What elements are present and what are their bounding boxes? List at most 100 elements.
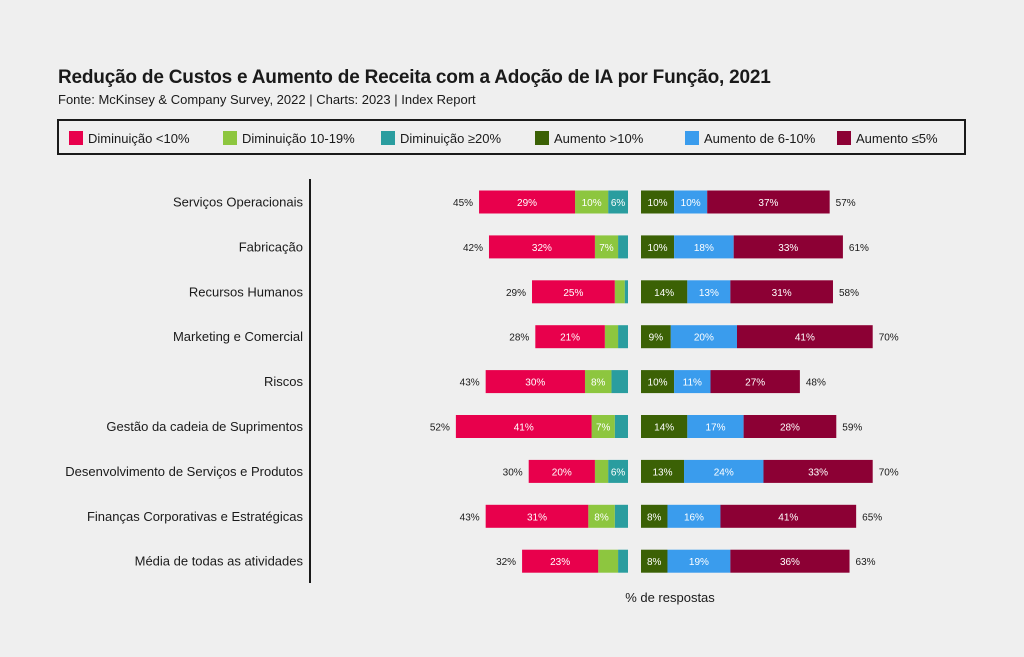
decrease-total-label: 43% <box>460 378 480 389</box>
decrease-total-label: 32% <box>496 557 516 568</box>
bar-value-label: 36% <box>780 557 800 568</box>
bar-aumento-6-10 <box>674 370 711 394</box>
legend-item-aumento-menor-5: Aumento ≤5% <box>837 130 938 146</box>
bar-value-label: 41% <box>795 333 815 344</box>
bar-diminuicao-maior-20 <box>618 325 628 349</box>
bar-diminuicao-menor-10 <box>522 549 599 573</box>
legend-item-diminuicao-menor-10: Diminuição <10% <box>69 130 190 146</box>
decrease-total-label: 30% <box>503 467 523 478</box>
bar-aumento-maior-10 <box>641 549 668 573</box>
bar-aumento-maior-10 <box>641 504 668 528</box>
bar-aumento-6-10 <box>674 235 734 259</box>
bar-value-label: 10% <box>582 198 602 209</box>
increase-total-label: 63% <box>856 557 876 568</box>
bar-diminuicao-maior-20 <box>611 370 628 394</box>
category-label: Recursos Humanos <box>189 284 304 299</box>
bar-value-label: 10% <box>681 198 701 209</box>
bar-aumento-6-10 <box>687 415 744 438</box>
decrease-total-label: 29% <box>506 288 526 299</box>
legend-item-aumento-6-10: Aumento de 6-10% <box>685 130 815 146</box>
legend-swatch <box>223 131 237 145</box>
bar-diminuicao-10-19 <box>584 370 612 394</box>
legend-label: Aumento ≤5% <box>856 130 938 146</box>
bar-value-label: 21% <box>560 333 580 344</box>
bar-value-label: 29% <box>517 198 537 209</box>
bar-aumento-maior-10 <box>641 325 671 349</box>
bar-diminuicao-maior-20 <box>624 280 628 304</box>
bar-value-label: 10% <box>648 378 668 389</box>
bar-value-label: 14% <box>654 288 674 299</box>
bar-diminuicao-10-19 <box>588 504 615 528</box>
bar-aumento-menor-5 <box>736 325 873 349</box>
increase-total-label: 57% <box>836 198 856 209</box>
increase-total-label: 61% <box>849 243 869 254</box>
bar-aumento-menor-5 <box>733 235 843 259</box>
bar-diminuicao-10-19 <box>575 190 609 214</box>
bar-diminuicao-maior-20 <box>614 415 628 438</box>
increase-total-label: 70% <box>879 333 899 344</box>
bar-value-label: 41% <box>514 423 534 434</box>
bar-aumento-6-10 <box>687 280 731 304</box>
bar-value-label: 25% <box>563 288 583 299</box>
x-axis-label: % de respostas <box>625 590 715 605</box>
bar-aumento-menor-5 <box>710 370 800 394</box>
bar-diminuicao-menor-10 <box>535 325 605 349</box>
category-label: Gestão da cadeia de Suprimentos <box>106 419 303 434</box>
bar-aumento-6-10 <box>684 459 764 483</box>
chart-title: Redução de Custos e Aumento de Receita c… <box>58 67 771 88</box>
bar-value-label: 33% <box>778 243 798 254</box>
bar-aumento-maior-10 <box>641 459 685 483</box>
legend-label: Diminuição <10% <box>88 130 190 146</box>
legend: Diminuição <10% Diminuição 10-19% Diminu… <box>57 119 966 155</box>
decrease-total-label: 45% <box>453 198 473 209</box>
legend-label: Diminuição ≥20% <box>400 130 502 146</box>
bar-value-label: 23% <box>550 557 570 568</box>
bar-aumento-6-10 <box>667 504 721 528</box>
bar-diminuicao-maior-20 <box>618 549 628 573</box>
decrease-total-label: 52% <box>430 423 450 434</box>
bar-value-label: 8% <box>647 557 662 568</box>
bar-value-label: 31% <box>772 288 792 299</box>
bar-aumento-menor-5 <box>720 504 857 528</box>
legend-swatch <box>685 131 699 145</box>
bar-aumento-menor-5 <box>763 459 873 483</box>
decrease-total-label: 28% <box>509 333 529 344</box>
increase-total-label: 58% <box>839 288 859 299</box>
bar-aumento-menor-5 <box>707 190 830 214</box>
increase-total-label: 70% <box>879 467 899 478</box>
category-label: Marketing e Comercial <box>173 329 303 344</box>
bar-diminuicao-10-19 <box>598 549 619 573</box>
bar-aumento-menor-5 <box>730 280 833 304</box>
bar-diminuicao-maior-20 <box>608 459 628 483</box>
legend-label: Aumento de 6-10% <box>704 130 816 146</box>
bar-aumento-6-10 <box>670 325 737 349</box>
decrease-total-label: 43% <box>460 512 480 523</box>
bar-diminuicao-10-19 <box>604 325 619 349</box>
bar-aumento-maior-10 <box>641 280 688 304</box>
bar-value-label: 10% <box>648 198 668 209</box>
bar-value-label: 31% <box>527 512 547 523</box>
bar-diminuicao-menor-10 <box>488 235 595 259</box>
bar-value-label: 20% <box>552 467 572 478</box>
bar-value-label: 8% <box>594 512 609 523</box>
bar-value-label: 30% <box>525 378 545 389</box>
bar-value-label: 14% <box>654 423 674 434</box>
increase-total-label: 59% <box>842 423 862 434</box>
bar-value-label: 10% <box>648 243 668 254</box>
legend-item-diminuicao-maior-20: Diminuição ≥20% <box>381 130 501 146</box>
bar-aumento-6-10 <box>667 549 731 573</box>
bar-value-label: 41% <box>778 512 798 523</box>
bar-value-label: 13% <box>653 467 673 478</box>
bar-aumento-maior-10 <box>641 235 675 259</box>
bar-aumento-6-10 <box>674 190 708 214</box>
legend-label: Diminuição 10-19% <box>242 130 355 146</box>
category-label: Fabricação <box>239 239 303 254</box>
bar-aumento-menor-5 <box>730 549 850 573</box>
increase-total-label: 48% <box>806 378 826 389</box>
bar-aumento-maior-10 <box>641 190 675 214</box>
legend-swatch <box>69 131 83 145</box>
bar-value-label: 37% <box>758 198 778 209</box>
bar-diminuicao-menor-10 <box>479 190 576 214</box>
category-label: Desenvolvimento de Serviços e Produtos <box>65 464 303 479</box>
